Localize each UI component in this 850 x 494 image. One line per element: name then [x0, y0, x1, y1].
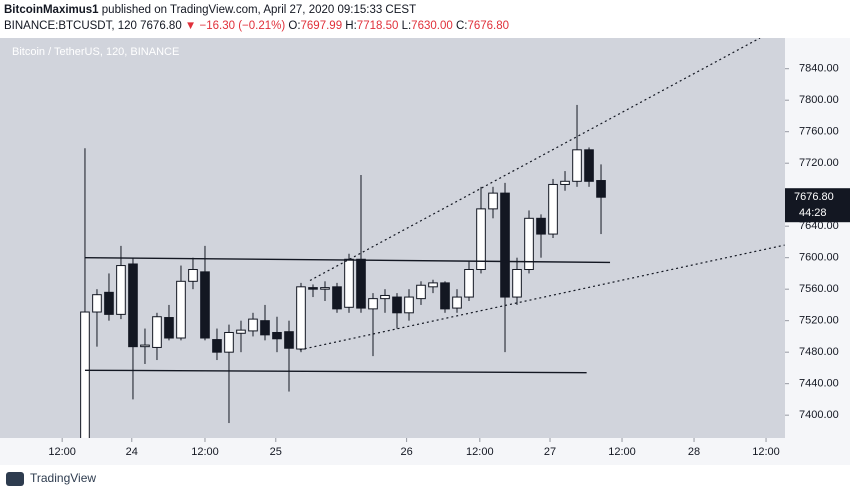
- x-tick-label: 25: [270, 446, 282, 458]
- candle-body: [152, 316, 162, 348]
- ohlc-c-val: 7676.80: [467, 20, 510, 32]
- candle-body: [248, 318, 258, 332]
- candle-body: [416, 284, 426, 300]
- change: ▼ −16.30 (−0.21%): [184, 20, 286, 32]
- y-tick-label: 7560.00: [799, 283, 839, 295]
- y-tick-label: 7720.00: [799, 157, 839, 169]
- candle-body: [344, 258, 354, 308]
- legend: Bitcoin / TetherUS, 120, BINANCE: [12, 46, 179, 58]
- candle-body: [236, 329, 246, 334]
- x-tick-label: 12:00: [466, 446, 494, 458]
- candle-body: [356, 258, 366, 309]
- candle-body: [284, 331, 294, 349]
- x-tick-label: 12:00: [191, 446, 219, 458]
- y-tick-label: 7640.00: [799, 220, 839, 232]
- x-tick-label: 24: [126, 446, 138, 458]
- candle-body: [296, 286, 306, 350]
- candle-body: [380, 294, 390, 300]
- candle-body: [428, 282, 438, 288]
- candle-body: [476, 208, 486, 270]
- ohlc-c: C:: [455, 20, 468, 32]
- candle-body: [404, 296, 414, 314]
- candle-body: [224, 331, 234, 353]
- candle-body: [188, 268, 198, 282]
- candle-body: [128, 263, 138, 348]
- y-tick-label: 7800.00: [799, 94, 839, 106]
- brand: TradingView: [30, 471, 96, 485]
- header: BitcoinMaximus1 published on TradingView…: [4, 2, 509, 34]
- candle-body: [92, 294, 102, 313]
- ohlc-l-val: 7630.00: [411, 20, 453, 32]
- candle-body: [308, 287, 318, 290]
- candle-body: [512, 268, 522, 298]
- candle-body: [320, 287, 330, 290]
- candle-body: [392, 296, 402, 314]
- candle-body: [212, 339, 222, 353]
- ohlc-o: O:: [288, 20, 301, 32]
- candle-body: [572, 149, 582, 182]
- author: BitcoinMaximus1: [4, 4, 99, 16]
- candle-body: [272, 331, 282, 340]
- y-tick-label: 7440.00: [799, 378, 839, 390]
- candle-body: [548, 183, 558, 235]
- candle-body: [260, 320, 270, 336]
- candle-body: [368, 298, 378, 310]
- ohlc-h: H:: [345, 20, 357, 32]
- trend-line: [309, 38, 761, 282]
- publish-line: BitcoinMaximus1 published on TradingView…: [4, 2, 509, 18]
- x-tick-label: 12:00: [48, 446, 76, 458]
- candle-body: [596, 180, 606, 198]
- candle-body: [452, 296, 462, 309]
- x-tick-label: 12:00: [752, 446, 780, 458]
- candle-body: [116, 265, 126, 315]
- candle-body: [164, 317, 174, 339]
- x-tick-label: 27: [544, 446, 556, 458]
- candle-body: [536, 217, 546, 235]
- symbol-line: BINANCE:BTCUSDT, 120 7676.80 ▼ −16.30 (−…: [4, 18, 509, 34]
- last: 7676.80: [140, 20, 182, 32]
- logo: TradingView: [6, 471, 96, 486]
- trend-line: [84, 256, 611, 264]
- candle-body: [500, 192, 510, 298]
- candle-body: [464, 268, 474, 298]
- last-price-label: 7676.80: [794, 191, 834, 203]
- candle-body: [176, 280, 186, 339]
- plot: [80, 38, 785, 438]
- candle-body: [200, 271, 210, 339]
- trend-line: [84, 369, 587, 374]
- candle-body: [488, 192, 498, 210]
- ohlc-l: L:: [401, 20, 412, 32]
- y-tick-label: 7520.00: [799, 315, 839, 327]
- candle-body: [332, 286, 342, 310]
- plot-background: [0, 38, 785, 438]
- candle-body: [524, 217, 534, 270]
- x-tick-label: 26: [400, 446, 412, 458]
- x-tick-label: 28: [688, 446, 700, 458]
- y-tick-label: 7480.00: [799, 346, 839, 358]
- published: published on TradingView.com, April 27, …: [101, 4, 417, 16]
- candle-body: [584, 149, 594, 182]
- y-tick-label: 7760.00: [799, 126, 839, 138]
- ohlc-o-val: 7697.99: [300, 20, 343, 32]
- countdown: 44:28: [799, 207, 827, 219]
- candle-body: [560, 180, 570, 185]
- y-tick-label: 7400.00: [799, 409, 839, 421]
- candle-body: [104, 291, 114, 315]
- ohlc-h-val: 7718.50: [356, 20, 399, 32]
- candle-body: [80, 311, 90, 438]
- x-tick-label: 12:00: [608, 446, 636, 458]
- time-axis: [0, 438, 785, 465]
- candle-body: [440, 282, 450, 310]
- price-axis: [785, 38, 850, 465]
- y-tick-label: 7600.00: [799, 252, 839, 264]
- candle-body: [140, 344, 150, 348]
- last-price-box: [785, 188, 850, 223]
- y-tick-label: 7840.00: [799, 63, 839, 75]
- symbol: BINANCE:BTCUSDT, 120: [4, 20, 137, 32]
